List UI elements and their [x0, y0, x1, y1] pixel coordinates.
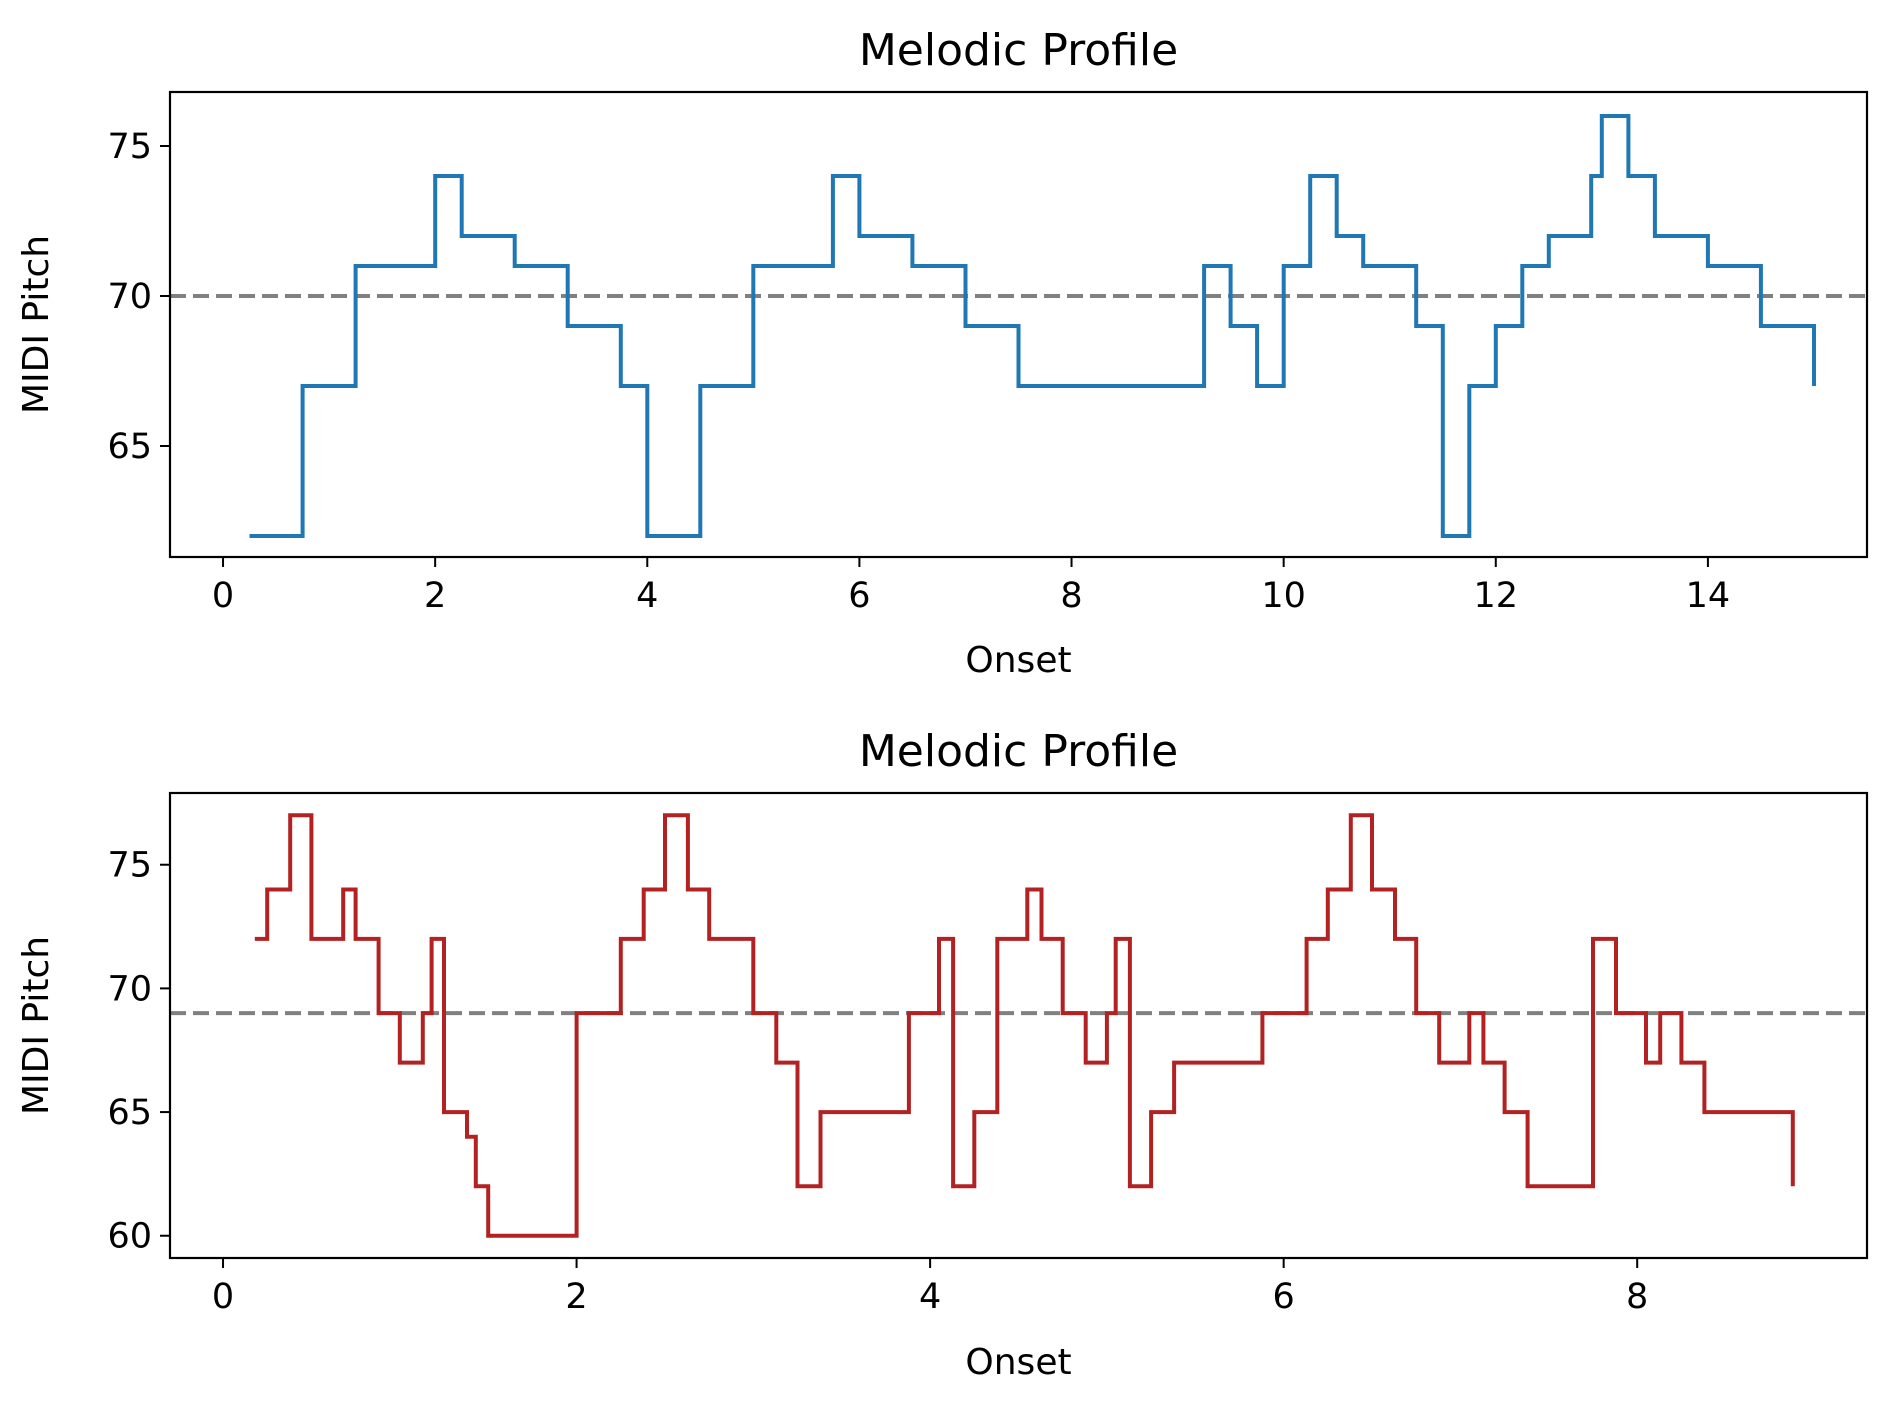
y-axis-label: MIDI Pitch	[16, 235, 57, 414]
x-tick-label: 0	[212, 576, 234, 616]
x-tick-label: 4	[919, 1277, 941, 1317]
chart-title: Melodic Profile	[859, 25, 1178, 76]
y-tick-label: 75	[107, 846, 152, 886]
x-tick-label: 12	[1474, 576, 1519, 616]
y-tick-label: 65	[107, 1093, 152, 1133]
y-tick-label: 60	[107, 1217, 152, 1257]
x-tick-label: 14	[1686, 576, 1731, 616]
x-tick-label: 2	[424, 576, 446, 616]
x-axis-label: Onset	[965, 1342, 1071, 1383]
series-line	[254, 813, 1795, 1238]
chart-title: Melodic Profile	[859, 726, 1178, 777]
y-tick-label: 70	[107, 277, 152, 317]
x-tick-label: 0	[212, 1277, 234, 1317]
x-tick-label: 6	[1273, 1277, 1295, 1317]
series-line	[249, 114, 1816, 538]
x-tick-label: 8	[1626, 1277, 1648, 1317]
y-tick-label: 75	[107, 127, 152, 167]
plot-frame	[168, 90, 1869, 559]
x-tick-label: 6	[848, 576, 870, 616]
y-axis-label: MIDI Pitch	[16, 936, 57, 1115]
x-tick-label: 4	[636, 576, 658, 616]
y-tick-label: 65	[107, 427, 152, 467]
x-tick-label: 8	[1060, 576, 1082, 616]
bottom-chart-panel: Melodic Profile 0 2 4 6 8 60 65 70 75 Onset MIDI Pi…	[16, 726, 1869, 1383]
plot-frame	[168, 791, 1869, 1260]
x-axis-label: Onset	[965, 640, 1071, 681]
top-chart-panel: Melodic Profile 0 2 4 6 8 10 12 14 65 70 75 Onset MID…	[16, 25, 1869, 681]
y-tick-label: 70	[107, 969, 152, 1009]
x-tick-label: 10	[1261, 576, 1306, 616]
x-tick-label: 2	[565, 1277, 587, 1317]
